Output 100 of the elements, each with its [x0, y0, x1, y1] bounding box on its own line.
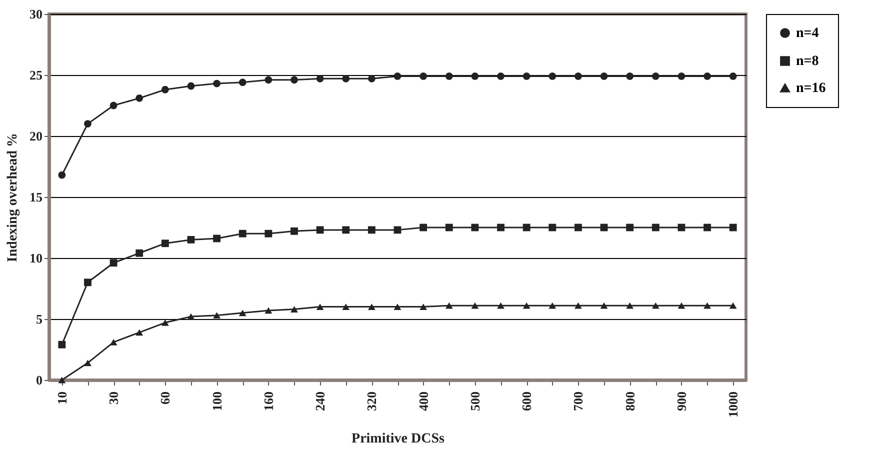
point: [264, 230, 272, 238]
point: [58, 171, 66, 179]
point: [600, 72, 608, 80]
x-tick-label: 10: [54, 392, 70, 404]
point: [368, 226, 376, 234]
point: [678, 302, 686, 309]
point: [704, 302, 711, 309]
point: [84, 120, 92, 128]
point: [420, 72, 428, 80]
point: [394, 226, 402, 234]
point: [316, 226, 324, 234]
point: [522, 224, 530, 232]
legend-label: n=16: [796, 81, 826, 96]
y-tick-label: 0: [36, 372, 42, 388]
point: [704, 224, 711, 232]
point: [678, 72, 686, 80]
point: [264, 307, 272, 314]
point: [84, 360, 92, 366]
point: [316, 304, 324, 310]
point: [652, 72, 660, 80]
point: [522, 72, 530, 80]
point: [290, 306, 298, 312]
point: [522, 302, 530, 309]
point: [368, 304, 376, 310]
x-tick-label: 320: [364, 392, 380, 411]
x-tick-label: 500: [467, 392, 482, 411]
point: [187, 236, 195, 244]
point: [471, 224, 479, 232]
point: [342, 304, 350, 310]
point: [729, 72, 737, 80]
y-tick-label: 5: [36, 312, 43, 326]
point: [445, 72, 453, 80]
point: [626, 224, 634, 232]
point: [652, 224, 660, 232]
point: [58, 376, 66, 384]
point: [316, 74, 324, 82]
y-tick-label: 30: [30, 6, 42, 22]
point: [626, 72, 634, 80]
point: [420, 304, 428, 310]
x-tick-label: 100: [209, 392, 224, 411]
point: [110, 259, 118, 267]
point: [548, 224, 556, 232]
point: [213, 312, 221, 319]
point: [548, 72, 556, 80]
point: [290, 227, 298, 235]
point: [574, 224, 582, 232]
point: [110, 102, 118, 110]
point: [729, 224, 737, 232]
point: [497, 224, 504, 232]
x-tick-label: 160: [260, 392, 276, 411]
point: [238, 230, 246, 238]
point: [161, 240, 169, 248]
point: [290, 76, 298, 84]
x-tick-label: 700: [570, 392, 586, 411]
point: [368, 74, 376, 82]
point: [136, 249, 144, 257]
x-tick-label: 60: [158, 392, 173, 404]
point: [342, 226, 350, 234]
x-tick-label: 400: [416, 392, 431, 411]
point: [574, 72, 582, 80]
x-tick-label: 800: [622, 392, 638, 411]
point: [704, 72, 711, 80]
point: [497, 72, 504, 80]
point: [58, 340, 66, 348]
y-tick-label: 10: [30, 250, 42, 266]
point: [264, 76, 272, 84]
point: [213, 80, 221, 88]
point: [445, 224, 453, 232]
point: [652, 302, 660, 309]
point: [497, 302, 504, 309]
point: [136, 94, 144, 102]
point: [187, 313, 195, 320]
point: [394, 72, 402, 80]
y-tick-label: 20: [30, 128, 42, 144]
y-axis-title: Indexing overhead %: [6, 132, 20, 262]
legend-label: n=8: [796, 54, 819, 69]
point: [420, 224, 428, 232]
legend-label: n=4: [796, 26, 819, 41]
x-tick-label: 30: [106, 392, 122, 404]
point: [238, 78, 246, 86]
point: [136, 329, 144, 336]
point: [342, 74, 350, 82]
point: [471, 302, 479, 309]
point: [729, 302, 737, 309]
x-axis-title: Primitive DCSs: [352, 432, 446, 446]
point: [626, 302, 634, 309]
x-tick-label: 240: [312, 392, 328, 411]
point: [471, 72, 479, 80]
x-tick-label: 600: [519, 392, 534, 411]
point: [110, 338, 118, 346]
point: [187, 82, 195, 90]
point: [574, 302, 582, 309]
x-tick-label: 1000: [726, 392, 741, 418]
point: [548, 302, 556, 309]
point: [213, 234, 221, 242]
y-tick-label: 25: [30, 68, 43, 82]
y-tick-label: 15: [30, 190, 43, 204]
point: [84, 278, 92, 286]
point: [238, 310, 246, 316]
point: [445, 302, 453, 309]
